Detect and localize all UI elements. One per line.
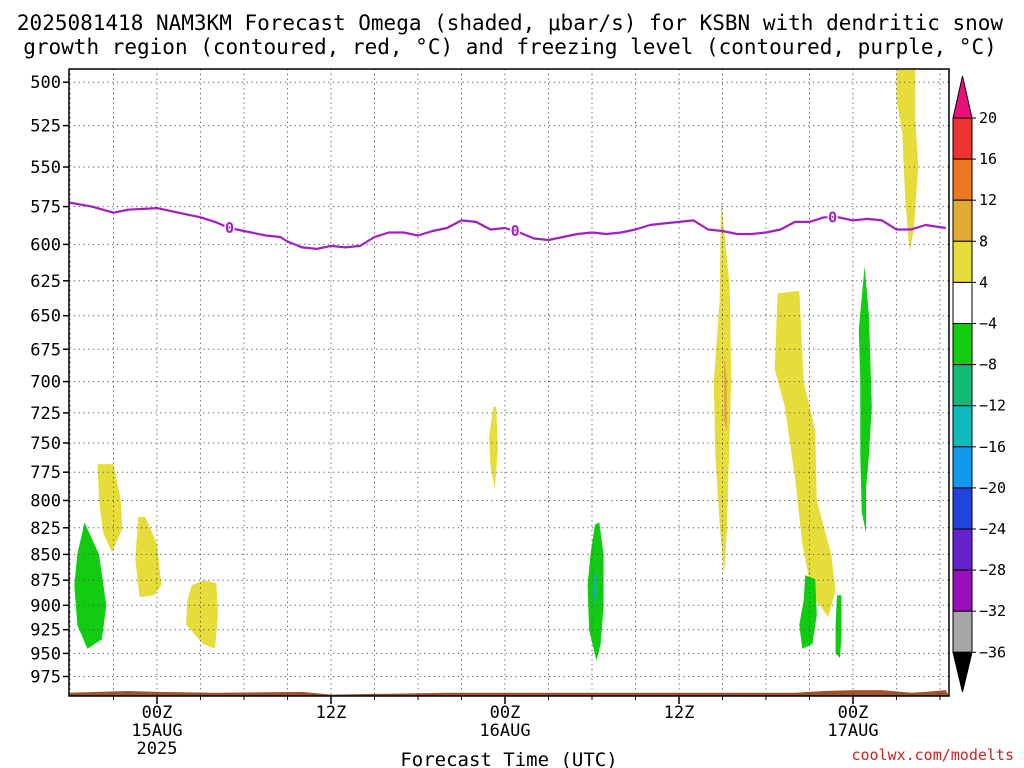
colorbar-box-5 bbox=[952, 281, 973, 324]
colorbar-box-10 bbox=[952, 487, 973, 530]
colorbar-box-2 bbox=[952, 158, 973, 201]
colorbar-box-11 bbox=[952, 528, 973, 571]
y-tick-label-575: 575 bbox=[30, 198, 61, 218]
colorbar: 20 16 12 8 4 −4 −8 −12 −16 −20 −24 −28 −32 −36 bbox=[952, 75, 1006, 693]
colorbar-label-2: 12 bbox=[979, 191, 997, 209]
freezing-level-label-1: 0 bbox=[225, 219, 234, 237]
y-tick-label-550: 550 bbox=[30, 158, 61, 178]
omega-region-7 bbox=[592, 571, 598, 611]
omega-region-11 bbox=[799, 575, 817, 649]
x-tick-label-0: 00Z bbox=[142, 703, 173, 723]
x-tick-label-3: 12Z bbox=[664, 703, 695, 723]
plot-inner: 0 0 0 bbox=[69, 69, 949, 696]
y-tick-label-900: 900 bbox=[30, 596, 61, 616]
omega-region-4 bbox=[186, 580, 218, 649]
omega-region-9 bbox=[724, 355, 727, 432]
colorbar-label-6: −8 bbox=[979, 356, 997, 374]
omega-region-12 bbox=[858, 266, 872, 534]
colorbar-box-3 bbox=[952, 199, 973, 242]
freezing-level-label-3: 0 bbox=[828, 208, 837, 226]
plot-frame bbox=[68, 68, 950, 697]
colorbar-bottom-arrow bbox=[952, 651, 973, 693]
freezing-level-line bbox=[69, 201, 946, 250]
colorbar-box-8 bbox=[952, 405, 973, 448]
y-tick-label-850: 850 bbox=[30, 545, 61, 565]
y-tick-label-725: 725 bbox=[30, 404, 61, 424]
colorbar-label-4: 4 bbox=[979, 273, 988, 291]
chart-title-line-1: 2025081418 NAM3KM Forecast Omega (shaded… bbox=[17, 11, 1004, 35]
y-tick-label-600: 600 bbox=[30, 235, 61, 255]
colorbar-box-7 bbox=[952, 364, 973, 407]
chart-title-line-2: growth region (contoured, red, °C) and f… bbox=[23, 35, 997, 59]
colorbar-box-9 bbox=[952, 446, 973, 489]
y-tick-label-700: 700 bbox=[30, 373, 61, 393]
source-credit: coolwx.com/modelts bbox=[851, 746, 1014, 764]
omega-region-14 bbox=[896, 69, 919, 252]
y-tick-label-875: 875 bbox=[30, 571, 61, 591]
colorbar-box-12 bbox=[952, 569, 973, 612]
colorbar-label-5: −4 bbox=[979, 315, 997, 333]
y-tick-label-925: 925 bbox=[30, 621, 61, 641]
x-tick-label-1: 12Z bbox=[316, 703, 347, 723]
colorbar-top-arrow bbox=[952, 75, 973, 119]
x-tick-label-4: 00Z bbox=[838, 703, 869, 723]
surface-terrain bbox=[69, 690, 949, 696]
colorbar-label-8: −16 bbox=[979, 438, 1006, 456]
colorbar-label-13: −36 bbox=[979, 643, 1006, 661]
colorbar-label-3: 8 bbox=[979, 232, 988, 250]
y-tick-label-650: 650 bbox=[30, 307, 61, 327]
x-tick-label-2: 00Z bbox=[490, 703, 521, 723]
x-tick-sublabel-4-0: 17AUG bbox=[827, 721, 878, 741]
y-tick-label-750: 750 bbox=[30, 434, 61, 454]
y-tick-label-975: 975 bbox=[30, 668, 61, 688]
x-tick-sublabel-2-0: 16AUG bbox=[479, 721, 530, 741]
omega-region-5 bbox=[489, 406, 498, 490]
x-tick-sublabel-0-1: 2025 bbox=[137, 739, 178, 759]
y-tick-label-800: 800 bbox=[30, 492, 61, 512]
colorbar-box-6 bbox=[952, 323, 973, 366]
freezing-level-label-2: 0 bbox=[511, 222, 520, 240]
colorbar-label-7: −12 bbox=[979, 397, 1006, 415]
y-tick-label-950: 950 bbox=[30, 644, 61, 664]
colorbar-box-1 bbox=[952, 117, 973, 160]
y-tick-label-775: 775 bbox=[30, 463, 61, 483]
y-tick-label-675: 675 bbox=[30, 340, 61, 360]
y-tick-label-825: 825 bbox=[30, 519, 61, 539]
colorbar-box-4 bbox=[952, 240, 973, 283]
y-tick-label-625: 625 bbox=[30, 272, 61, 292]
omega-region-2 bbox=[97, 464, 123, 553]
omega-region-3 bbox=[135, 517, 162, 598]
colorbar-label-0: 20 bbox=[979, 109, 997, 127]
x-tick-sublabel-0-0: 15AUG bbox=[131, 721, 182, 741]
colorbar-label-11: −28 bbox=[979, 561, 1006, 579]
colorbar-label-1: 16 bbox=[979, 150, 997, 168]
omega-region-10 bbox=[774, 290, 836, 618]
x-axis-title: Forecast Time (UTC) bbox=[400, 749, 617, 768]
plot-area: 0 0 0 500 525 550 575 600 625 650 675 700 725 750 775 8… bbox=[30, 68, 1006, 759]
y-tick-label-500: 500 bbox=[30, 73, 61, 93]
colorbar-label-12: −32 bbox=[979, 602, 1006, 620]
y-tick-label-525: 525 bbox=[30, 117, 61, 137]
omega-region-13 bbox=[835, 595, 842, 659]
colorbar-box-13 bbox=[952, 610, 973, 653]
colorbar-label-10: −24 bbox=[979, 520, 1006, 538]
colorbar-label-9: −20 bbox=[979, 479, 1006, 497]
